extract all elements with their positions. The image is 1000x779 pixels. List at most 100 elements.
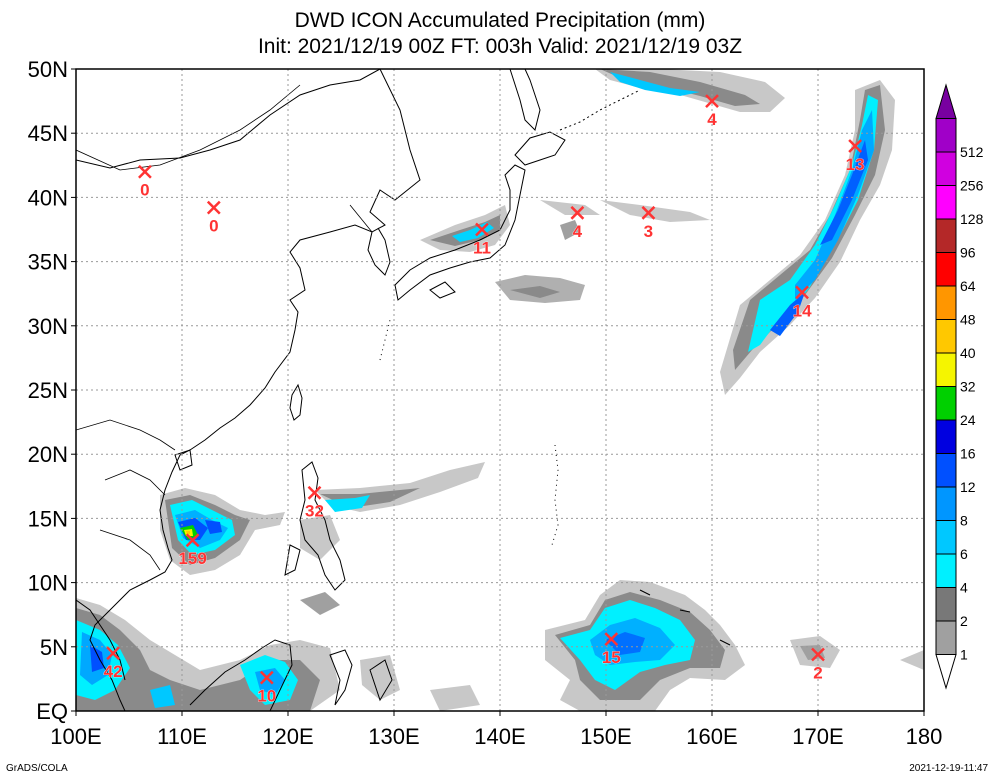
- colorbar-label: 256: [960, 178, 984, 194]
- y-tick-label: 10N: [28, 571, 68, 596]
- marker-value: 42: [104, 662, 123, 681]
- precip-maritime-continent: [76, 598, 480, 711]
- colorbar-label: 128: [960, 211, 984, 227]
- y-tick-label: 45N: [28, 121, 68, 146]
- x-tick-label: 140E: [474, 724, 525, 749]
- colorbar-lower-triangle: [935, 654, 957, 690]
- precip-west-pacific: [545, 580, 924, 711]
- colorbar-label: 48: [960, 312, 976, 328]
- colorbar-box: [935, 620, 957, 655]
- colorbar-label: 32: [960, 379, 976, 395]
- marker-cross: [106, 646, 120, 661]
- colorbar-box: [935, 185, 957, 220]
- colorbar-box: [935, 252, 957, 287]
- precipitation-fields: [76, 69, 924, 711]
- map-subtitle: Init: 2021/12/19 00Z FT: 003h Valid: 202…: [257, 35, 743, 58]
- station-marker: 32: [305, 485, 324, 521]
- colorbar-upper-triangle: [935, 83, 957, 119]
- colorbar-box: [935, 118, 957, 153]
- y-tick-label: 5N: [40, 635, 68, 660]
- station-marker: 14: [792, 285, 812, 321]
- marker-value: 13: [846, 155, 865, 174]
- marker-cross: [307, 485, 322, 500]
- station-marker: 159: [178, 533, 207, 569]
- colorbar-box: [935, 486, 957, 521]
- precip-band-northeast: [720, 80, 895, 395]
- marker-value: 3: [644, 222, 653, 241]
- x-tick-label: 160E: [686, 724, 737, 749]
- marker-cross: [795, 285, 809, 300]
- y-tick-label: 20N: [28, 442, 68, 467]
- y-tick-label: 35N: [28, 250, 68, 275]
- x-tick-label: 100E: [50, 724, 101, 749]
- station-markers: 0 0 11 4 3 4 13 14 32 159 42 10 15 2: [103, 94, 865, 706]
- y-tick-label: 50N: [28, 57, 68, 82]
- colorbar-box: [935, 285, 957, 320]
- station-marker: 3: [641, 205, 656, 241]
- colorbar-box: [935, 352, 957, 387]
- colorbar-label: 16: [960, 446, 976, 462]
- colorbar-label: 12: [960, 479, 976, 495]
- marker-value: 0: [209, 217, 218, 236]
- marker-value: 4: [573, 222, 583, 241]
- marker-cross: [570, 205, 585, 220]
- marker-cross: [185, 533, 200, 548]
- x-tick-label: 120E: [262, 724, 313, 749]
- marker-cross: [604, 632, 619, 646]
- colorbar-label: 96: [960, 245, 976, 261]
- marker-cross: [705, 94, 719, 108]
- y-axis-ticks: EQ 5N 10N 15N 20N 25N 30N 35N 40N 45N 50N: [28, 57, 76, 724]
- x-tick-label: 110E: [157, 724, 207, 749]
- station-marker: 0: [206, 200, 221, 236]
- station-marker: 42: [103, 646, 123, 682]
- marker-value: 10: [257, 687, 276, 706]
- colorbar-label: 1: [960, 647, 968, 663]
- x-tick-label: 180: [906, 724, 943, 749]
- colorbar-box: [935, 319, 957, 354]
- colorbar-label: 512: [960, 144, 984, 160]
- marker-value: 15: [602, 648, 621, 667]
- colorbar-label: 2: [960, 613, 968, 629]
- y-tick-label: 15N: [28, 506, 68, 531]
- footer-credit: GrADS/COLA: [6, 763, 68, 774]
- y-tick-label: 30N: [28, 314, 68, 339]
- marker-cross: [259, 670, 274, 685]
- y-tick-label: EQ: [36, 699, 68, 724]
- marker-value: 2: [813, 664, 822, 683]
- marker-value: 11: [473, 239, 491, 258]
- marker-cross: [206, 200, 221, 215]
- colorbar-label: 40: [960, 345, 976, 361]
- colorbar-label: 64: [960, 278, 976, 294]
- station-marker: 2: [811, 647, 825, 683]
- borders: [76, 84, 373, 571]
- marker-cross: [641, 205, 656, 220]
- station-marker: 11: [473, 222, 491, 258]
- coastlines: [76, 69, 731, 711]
- marker-value: 0: [140, 181, 149, 200]
- precip-japan: [420, 200, 710, 303]
- x-axis-ticks: 100E 110E 120E 130E 140E 150E 160E 170E 180: [50, 711, 942, 749]
- marker-cross: [811, 647, 825, 662]
- y-tick-label: 40N: [28, 185, 68, 210]
- marker-value: 4: [707, 110, 717, 129]
- colorbar-box: [935, 419, 957, 454]
- colorbar-box: [935, 453, 957, 488]
- colorbar-box: [935, 587, 957, 622]
- station-marker: 10: [257, 670, 277, 706]
- colorbar-box: [935, 386, 957, 421]
- colorbar-box: [935, 520, 957, 555]
- map-title: DWD ICON Accumulated Precipitation (mm): [294, 9, 706, 32]
- marker-cross: [138, 164, 152, 179]
- station-marker: 13: [845, 139, 865, 174]
- colorbar-box: [935, 151, 957, 186]
- precip-north-pacific: [595, 69, 785, 112]
- marker-value: 32: [305, 502, 324, 521]
- colorbar-box: [935, 218, 957, 253]
- station-marker: 15: [602, 632, 621, 667]
- marker-cross: [475, 222, 489, 237]
- colorbar-label: 24: [960, 412, 976, 428]
- station-marker: 4: [570, 205, 585, 241]
- colorbar-label: 8: [960, 513, 968, 529]
